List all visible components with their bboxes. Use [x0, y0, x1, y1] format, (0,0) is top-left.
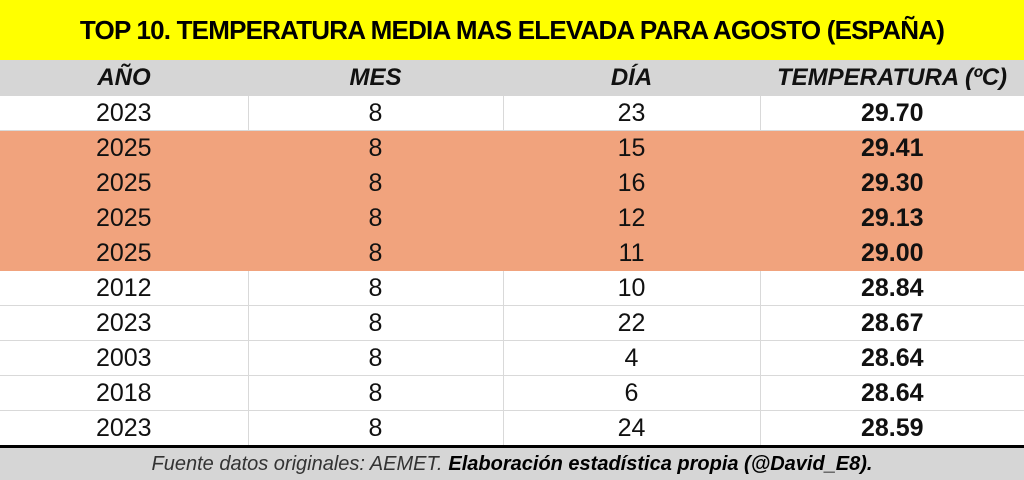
cell-dia: 10	[503, 270, 761, 306]
header-row: AÑO MES DÍA TEMPERATURA (ºC)	[0, 60, 1024, 96]
cell-dia: 23	[503, 96, 761, 131]
cell-mes: 8	[248, 96, 504, 131]
footer-credit-text: Elaboración estadística propia (@David_E…	[448, 452, 873, 475]
cell-mes: 8	[248, 410, 504, 445]
cell-mes: 8	[248, 305, 504, 341]
cell-dia: 15	[503, 130, 761, 166]
cell-temperatura: 29.41	[760, 130, 1024, 166]
cell-mes: 8	[248, 235, 504, 271]
cell-temperatura: 29.70	[760, 96, 1024, 131]
cell-ano: 2025	[0, 235, 249, 271]
cell-ano: 2023	[0, 96, 249, 131]
table-row: 2023 8 22 28.67	[0, 305, 1024, 341]
cell-ano: 2023	[0, 410, 249, 445]
cell-ano: 2012	[0, 270, 249, 306]
table-row: 2023 8 23 29.70	[0, 96, 1024, 131]
footer: Fuente datos originales: AEMET. Elaborac…	[0, 445, 1024, 480]
cell-ano: 2025	[0, 130, 249, 166]
table-row: 2023 8 24 28.59	[0, 410, 1024, 445]
cell-dia: 4	[503, 340, 761, 376]
col-header-ano: AÑO	[0, 60, 248, 96]
table-body: 2023 8 23 29.70 2025 8 15 29.41 2025 8 1…	[0, 96, 1024, 445]
page-title: TOP 10. TEMPERATURA MEDIA MAS ELEVADA PA…	[79, 14, 945, 45]
cell-temperatura: 29.00	[760, 235, 1024, 271]
cell-ano: 2018	[0, 375, 249, 411]
cell-ano: 2003	[0, 340, 249, 376]
cell-dia: 24	[503, 410, 761, 445]
cell-temperatura: 28.64	[760, 340, 1024, 376]
temperature-table: AÑO MES DÍA TEMPERATURA (ºC) 2023 8 23 2…	[0, 60, 1024, 445]
cell-dia: 6	[503, 375, 761, 411]
cell-temperatura: 28.59	[760, 410, 1024, 445]
title-bar: TOP 10. TEMPERATURA MEDIA MAS ELEVADA PA…	[0, 0, 1024, 60]
cell-mes: 8	[248, 340, 504, 376]
cell-mes: 8	[248, 375, 504, 411]
cell-ano: 2025	[0, 165, 249, 201]
table-row: 2025 8 15 29.41	[0, 130, 1024, 166]
cell-temperatura: 28.67	[760, 305, 1024, 341]
cell-ano: 2025	[0, 200, 249, 236]
cell-mes: 8	[248, 165, 504, 201]
cell-dia: 11	[503, 235, 761, 271]
table-row: 2025 8 16 29.30	[0, 165, 1024, 201]
table-row: 2025 8 12 29.13	[0, 200, 1024, 236]
cell-mes: 8	[248, 270, 504, 306]
cell-mes: 8	[248, 130, 504, 166]
cell-dia: 22	[503, 305, 761, 341]
cell-dia: 16	[503, 165, 761, 201]
cell-temperatura: 29.30	[760, 165, 1024, 201]
cell-dia: 12	[503, 200, 761, 236]
col-header-mes: MES	[248, 60, 503, 96]
cell-ano: 2023	[0, 305, 249, 341]
table-row: 2025 8 11 29.00	[0, 235, 1024, 271]
footer-source-text: Fuente datos originales: AEMET.	[151, 452, 443, 475]
table-row: 2018 8 6 28.64	[0, 375, 1024, 411]
cell-mes: 8	[248, 200, 504, 236]
table-row: 2012 8 10 28.84	[0, 270, 1024, 306]
cell-temperatura: 28.64	[760, 375, 1024, 411]
col-header-dia: DÍA	[503, 60, 760, 96]
cell-temperatura: 29.13	[760, 200, 1024, 236]
table-row: 2003 8 4 28.64	[0, 340, 1024, 376]
col-header-temperatura: TEMPERATURA (ºC)	[760, 60, 1024, 96]
cell-temperatura: 28.84	[760, 270, 1024, 306]
